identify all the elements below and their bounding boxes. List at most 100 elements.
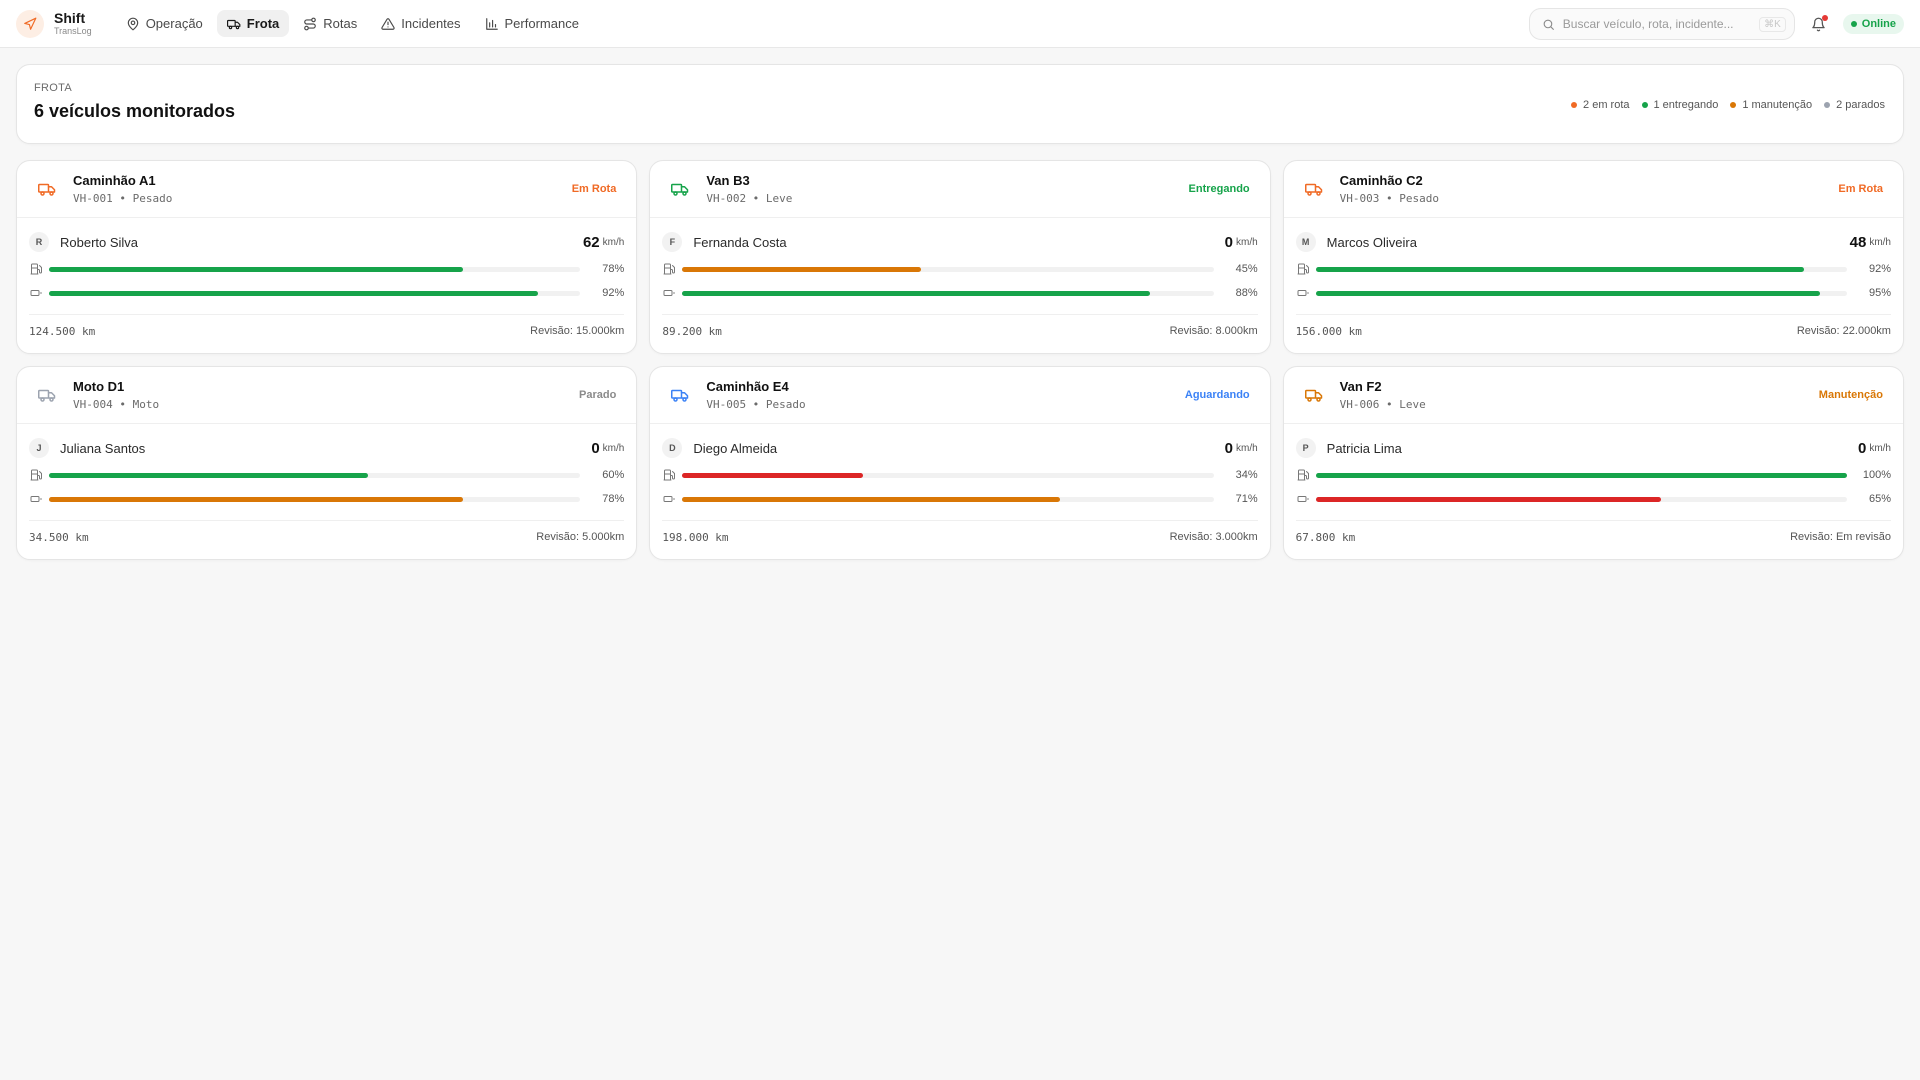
top-bar: Shift TransLog Operação Frota Rotas Inci… — [0, 0, 1920, 48]
next-revision: Revisão: 22.000km — [1796, 325, 1891, 337]
fuel-track — [682, 266, 1214, 272]
speed-unit: km/h — [1869, 442, 1891, 454]
status-badge: Aguardando — [1184, 389, 1250, 401]
vehicle-meta: VH-006 • Leve — [1339, 398, 1426, 411]
legend-dot — [1730, 102, 1737, 108]
vehicle-card[interactable]: Van B3 VH-002 • Leve Entregando F Fernan… — [649, 160, 1271, 354]
nav-item-frota[interactable]: Frota — [216, 10, 290, 37]
vehicle-card[interactable]: Caminhão E4 VH-005 • Pesado Aguardando D… — [649, 366, 1271, 560]
driver-name: Juliana Santos — [60, 440, 146, 456]
battery-bar-fill — [682, 290, 1150, 296]
nav-item-performance[interactable]: Performance — [475, 10, 589, 37]
battery-percent: 65% — [1868, 493, 1891, 505]
fuel-bar-fill — [49, 472, 368, 478]
vehicle-card[interactable]: Van F2 VH-006 • Leve Manutenção P Patric… — [1282, 366, 1904, 560]
legend-item: 2 parados — [1824, 99, 1885, 111]
legend-dot — [1641, 102, 1648, 108]
legend-item: 1 entregando — [1641, 99, 1718, 111]
speed-value: 0 — [1224, 233, 1233, 251]
vehicle-card[interactable]: Caminhão C2 VH-003 • Pesado Em Rota M Ma… — [1282, 160, 1904, 354]
fuel-bar-fill — [49, 266, 464, 272]
legend-label: 1 manutenção — [1742, 99, 1813, 111]
vehicle-card-footer: 124.500 km Revisão: 15.000km — [29, 314, 625, 338]
speed-unit: km/h — [1869, 236, 1891, 248]
section-kicker: FROTA — [34, 82, 72, 94]
battery-bar-fill — [682, 496, 1060, 502]
legend-item: 2 em rota — [1571, 99, 1630, 111]
nav-item-label: Incidentes — [401, 16, 461, 31]
notification-dot — [1821, 15, 1828, 21]
odometer: 198.000 km — [662, 531, 729, 544]
battery-percent: 78% — [602, 493, 625, 505]
vehicle-card[interactable]: Moto D1 VH-004 • Moto Parado J Juliana S… — [16, 366, 638, 560]
driver-name: Marcos Oliveira — [1326, 234, 1417, 250]
fuel-pump-icon — [662, 468, 676, 482]
vehicle-meta: VH-004 • Moto — [73, 398, 160, 411]
nav-item-operacao[interactable]: Operação — [116, 10, 213, 37]
battery-icon — [1296, 492, 1310, 506]
fuel-percent: 45% — [1235, 263, 1258, 275]
main-nav: Operação Frota Rotas Incidentes Performa… — [116, 10, 589, 37]
legend-dot — [1824, 102, 1831, 108]
driver-row: J Juliana Santos 0 km/h — [29, 438, 624, 458]
fuel-bar-fill — [1315, 472, 1847, 478]
connection-status-badge: Online — [1842, 14, 1904, 34]
battery-track — [1315, 290, 1847, 296]
battery-icon — [662, 492, 676, 506]
driver-row: M Marcos Oliveira 48 km/h — [1295, 232, 1891, 252]
legend-label: 2 em rota — [1583, 99, 1630, 111]
battery-meter: 88% — [662, 286, 1258, 300]
vehicle-truck-icon — [666, 381, 694, 409]
vehicle-card-footer: 89.200 km Revisão: 8.000km — [662, 314, 1258, 338]
speed-value: 62 — [582, 233, 600, 251]
battery-track — [682, 496, 1214, 502]
search-input[interactable] — [1562, 17, 1752, 31]
vehicle-card-header: Caminhão A1 VH-001 • Pesado Em Rota — [17, 161, 637, 218]
vehicle-truck-icon — [666, 175, 694, 203]
battery-track — [49, 290, 581, 296]
vehicle-truck-icon — [33, 381, 61, 409]
status-badge: Parado — [579, 389, 617, 401]
nav-item-rotas[interactable]: Rotas — [293, 10, 367, 37]
brand-name: Shift — [54, 10, 86, 26]
map-pin-icon — [127, 17, 138, 30]
brand-subtitle: TransLog — [54, 26, 92, 36]
battery-track — [682, 290, 1214, 296]
brand[interactable]: Shift TransLog — [16, 9, 92, 38]
fuel-meter: 92% — [1296, 262, 1891, 276]
speed-value: 48 — [1849, 233, 1867, 251]
nav-item-label: Performance — [504, 16, 579, 31]
battery-meter: 78% — [29, 492, 624, 506]
vehicle-card-header: Caminhão C2 VH-003 • Pesado Em Rota — [1283, 161, 1903, 218]
navigation-arrow-icon — [16, 9, 44, 38]
page-title: 6 veículos monitorados — [34, 101, 236, 121]
fuel-bar-fill — [682, 472, 863, 478]
fuel-track — [1315, 472, 1847, 478]
status-badge: Em Rota — [1838, 183, 1883, 195]
nav-item-incidentes[interactable]: Incidentes — [371, 10, 470, 37]
fuel-percent: 78% — [602, 263, 625, 275]
driver-row: P Patricia Lima 0 km/h — [1295, 438, 1891, 458]
driver-avatar: P — [1295, 438, 1316, 458]
fuel-meter: 45% — [662, 262, 1258, 276]
truck-icon — [226, 19, 241, 29]
vehicle-name: Van B3 — [706, 173, 750, 188]
vehicle-card-header: Moto D1 VH-004 • Moto Parado — [17, 367, 637, 424]
driver-name: Diego Almeida — [693, 440, 778, 456]
status-dot — [1850, 21, 1857, 27]
next-revision: Revisão: 5.000km — [536, 531, 625, 543]
bar-chart-icon — [485, 17, 498, 30]
notifications-button[interactable] — [1809, 14, 1829, 34]
connection-status-label: Online — [1861, 18, 1896, 30]
battery-meter: 95% — [1296, 286, 1891, 300]
battery-meter: 65% — [1296, 492, 1891, 506]
vehicle-meta: VH-002 • Leve — [706, 192, 793, 205]
vehicle-name: Caminhão A1 — [73, 173, 156, 188]
vehicle-card-header: Van B3 VH-002 • Leve Entregando — [650, 161, 1270, 218]
battery-icon — [662, 286, 676, 300]
fuel-meter: 78% — [29, 262, 624, 276]
battery-meter: 71% — [662, 492, 1258, 506]
fuel-track — [49, 266, 581, 272]
vehicle-card-footer: 198.000 km Revisão: 3.000km — [662, 520, 1258, 544]
vehicle-card[interactable]: Caminhão A1 VH-001 • Pesado Em Rota R Ro… — [16, 160, 638, 354]
